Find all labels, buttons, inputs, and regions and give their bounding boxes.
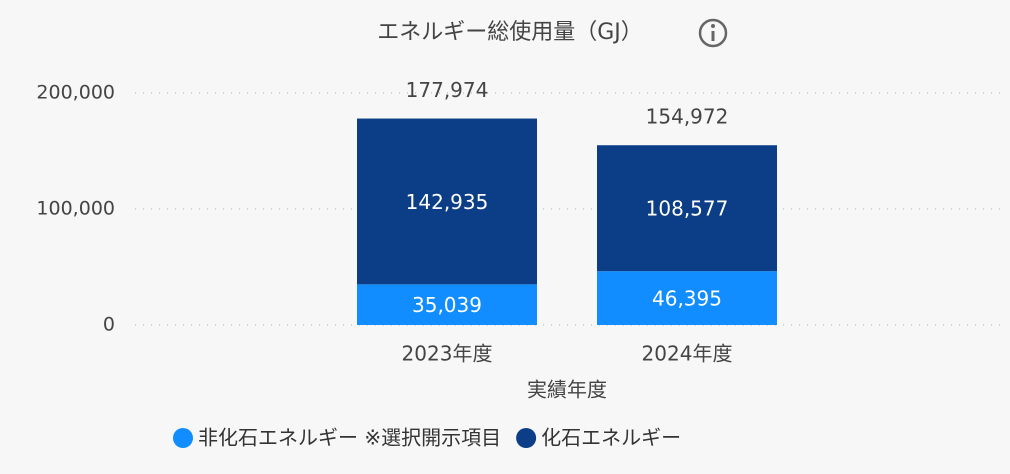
x-axis-label: 実績年度 (527, 378, 607, 402)
total-label: 177,974 (406, 78, 489, 102)
data-label: 108,577 (646, 197, 729, 221)
x-tick-label: 2023年度 (402, 342, 493, 366)
chart-title: エネルギー総使用量（GJ） (377, 20, 643, 45)
y-tick-label: 200,000 (36, 82, 115, 104)
bar-segment (357, 118, 537, 285)
bar-segment (597, 271, 777, 325)
x-tick-label: 2024年度 (642, 342, 733, 366)
data-label: 46,395 (652, 287, 722, 311)
total-label: 154,972 (646, 105, 729, 129)
legend-marker (173, 428, 193, 448)
bar-segment (597, 145, 777, 272)
legend-label: 化石エネルギー (541, 426, 681, 450)
data-label: 142,935 (406, 190, 489, 214)
legend-marker (516, 428, 537, 448)
y-tick-label: 100,000 (36, 198, 115, 220)
y-tick-label: 0 (103, 314, 115, 336)
data-label: 35,039 (412, 293, 482, 317)
legend-label: 非化石エネルギー ※選択開示項目 (198, 426, 501, 450)
bar-segment (357, 284, 537, 325)
info-icon[interactable] (698, 18, 728, 48)
